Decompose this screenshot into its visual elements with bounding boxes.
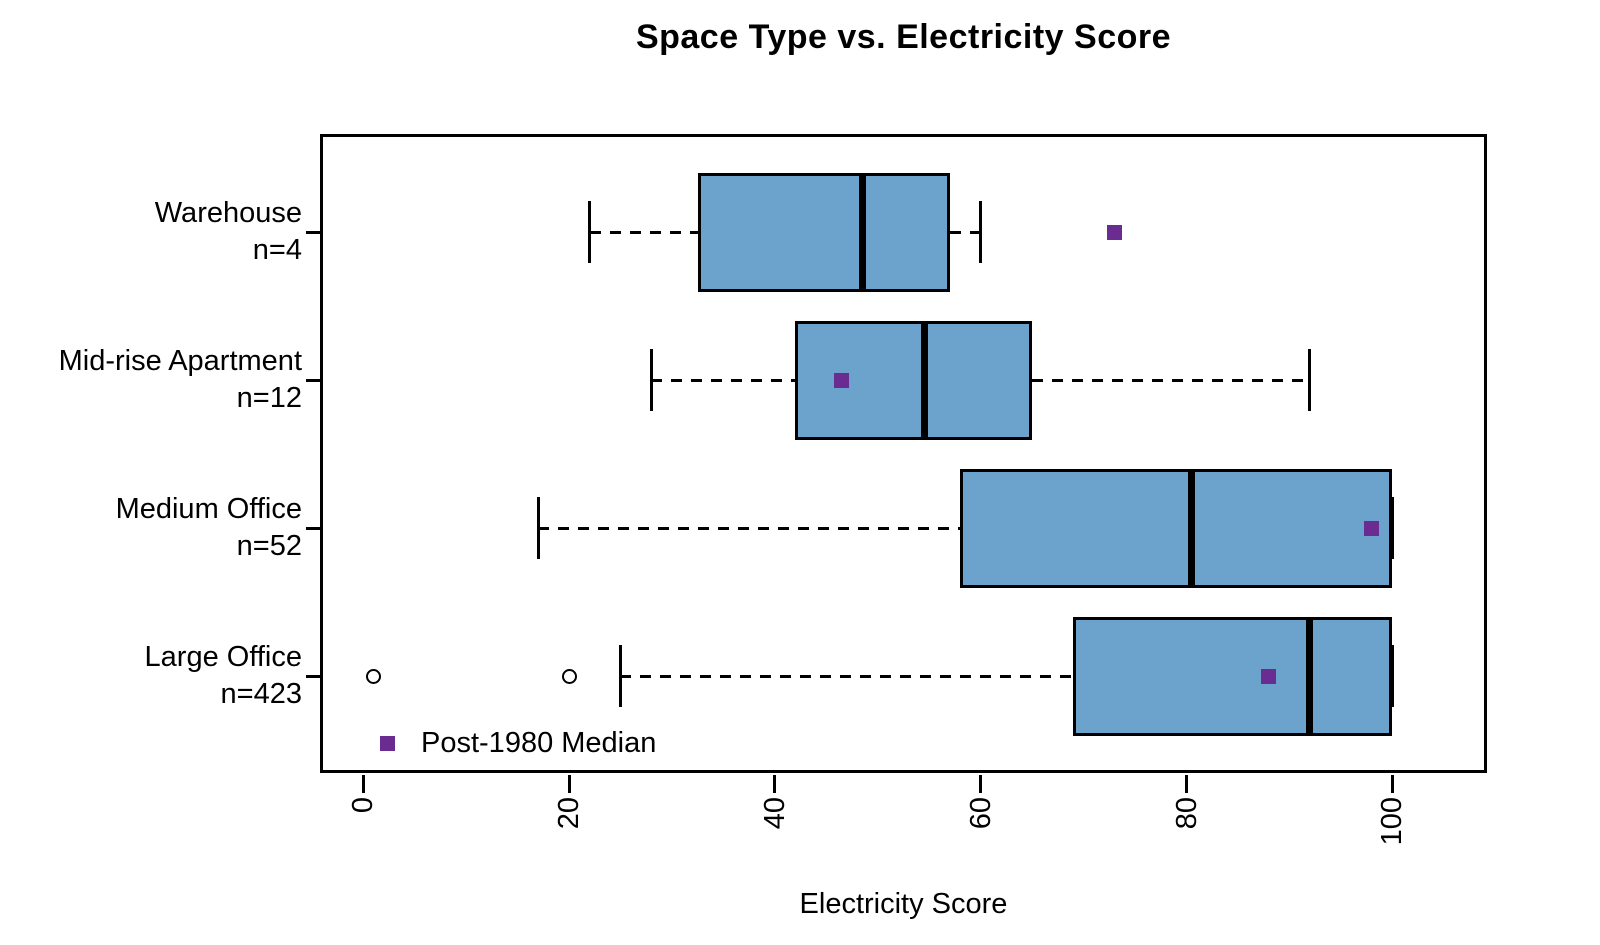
whisker-cap-low-warehouse (588, 201, 592, 263)
whisker-cap-low-mid-rise-apartment (649, 349, 653, 411)
x-tick-80 (1185, 775, 1188, 793)
box-mid-rise-apartment (795, 320, 1033, 440)
x-tick-label-100: 100 (1376, 797, 1409, 846)
plot-area (320, 134, 1487, 773)
chart-title: Space Type vs. Electricity Score (635, 18, 1172, 56)
y-label-name: Mid-rise Apartment (58, 345, 302, 377)
y-label-name: Warehouse (154, 197, 302, 229)
post1980-marker-mid-rise-apartment (834, 372, 850, 388)
whisker-line-high-mid-rise-apartment (1032, 378, 1310, 382)
x-tick-60 (979, 775, 983, 793)
post1980-marker-warehouse (1106, 224, 1122, 240)
whisker-line-low-large-office (620, 674, 1074, 678)
median-line-mid-rise-apartment (920, 320, 928, 440)
x-tick-label-20: 20 (553, 797, 586, 830)
outlier-point-large-office (561, 668, 577, 684)
y-label-count: n=12 (236, 382, 302, 414)
y-tick-warehouse (306, 230, 320, 234)
whisker-cap-high-large-office (1390, 645, 1394, 707)
post1980-legend-marker-icon (380, 735, 395, 751)
x-tick-0 (361, 775, 365, 793)
x-tick-label-60: 60 (964, 797, 997, 830)
x-tick-100 (1390, 775, 1394, 793)
x-axis-title: Electricity Score (799, 888, 1008, 920)
y-axis-label-warehouse: Warehouse n=4 (155, 195, 302, 269)
x-tick-20 (567, 775, 571, 793)
y-label-count: n=4 (252, 234, 302, 266)
y-label-count: n=423 (220, 678, 302, 710)
post1980-marker-large-office (1261, 668, 1277, 684)
x-tick-40 (773, 775, 777, 793)
box-medium-office (960, 468, 1393, 588)
box-warehouse (697, 172, 950, 292)
post1980-marker-medium-office (1364, 520, 1380, 536)
legend-label: Post-1980 Median (421, 726, 657, 759)
whisker-cap-high-medium-office (1390, 497, 1394, 559)
whisker-line-low-medium-office (538, 526, 961, 530)
y-label-name: Large Office (144, 641, 302, 673)
y-label-name: Medium Office (115, 493, 302, 525)
median-line-medium-office (1188, 468, 1196, 588)
y-axis-label-mid-rise-apartment: Mid-rise Apartment n=12 (59, 343, 302, 417)
y-tick-medium-office (306, 526, 320, 530)
y-axis-label-large-office: Large Office n=423 (145, 639, 302, 713)
whisker-line-low-warehouse (589, 230, 698, 234)
x-tick-label-40: 40 (758, 797, 791, 830)
whisker-line-high-warehouse (949, 230, 981, 234)
whisker-cap-high-mid-rise-apartment (1308, 349, 1312, 411)
whisker-line-low-mid-rise-apartment (651, 378, 796, 382)
x-tick-label-80: 80 (1170, 797, 1203, 830)
whisker-cap-high-warehouse (979, 201, 983, 263)
x-tick-label-0: 0 (347, 797, 380, 814)
y-tick-large-office (306, 674, 320, 678)
legend: Post-1980 Median (380, 727, 656, 759)
outlier-point-large-office (366, 668, 381, 684)
box-large-office (1073, 616, 1393, 736)
whisker-cap-low-large-office (618, 645, 622, 707)
median-line-large-office (1306, 616, 1314, 736)
y-label-count: n=52 (236, 530, 302, 562)
median-line-warehouse (858, 172, 866, 292)
y-tick-mid-rise-apartment (306, 378, 320, 382)
whisker-cap-low-medium-office (536, 497, 540, 559)
y-axis-label-medium-office: Medium Office n=52 (116, 491, 302, 565)
